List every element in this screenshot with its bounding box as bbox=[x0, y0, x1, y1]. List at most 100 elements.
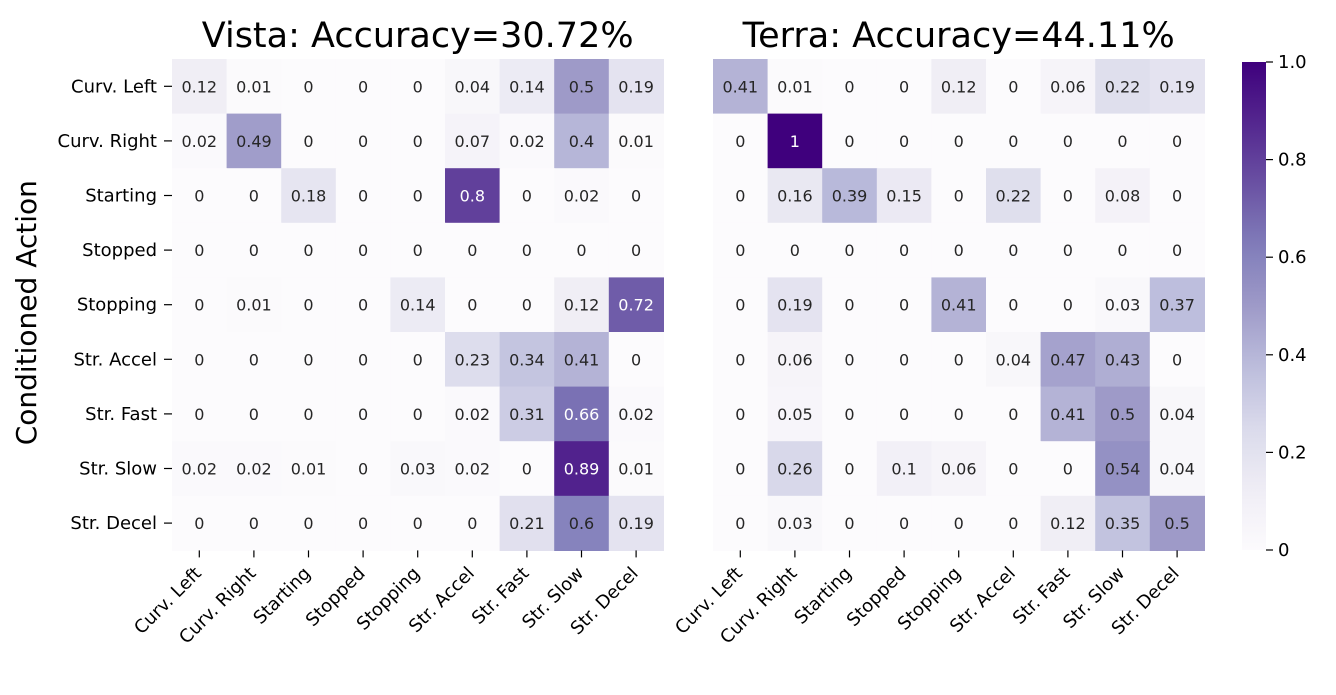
panel1-cell-r2-c0 bbox=[172, 168, 228, 224]
panel2-cell-label-r7-c4: 0.06 bbox=[941, 460, 977, 479]
panel1-cell-r6-c4 bbox=[390, 386, 446, 442]
panel1-cell-label-r4-c2: 0 bbox=[303, 296, 313, 315]
panel1-cell-label-r3-c6: 0 bbox=[522, 241, 532, 260]
panel2-cell-label-r7-c6: 0 bbox=[1063, 460, 1073, 479]
panel1-cell-r7-c1 bbox=[226, 441, 282, 497]
panel1-ytick-label-starting: Starting bbox=[85, 186, 157, 207]
panel1-cell-label-r7-c0: 0.02 bbox=[181, 460, 217, 479]
panel2-cell-label-r7-c3: 0.1 bbox=[891, 460, 916, 479]
panel1-cell-r3-c2 bbox=[281, 222, 337, 278]
panel2-cell-r0-c1 bbox=[767, 59, 823, 115]
panel1-cell-r2-c2 bbox=[281, 168, 337, 224]
panel2-cell-r0-c2 bbox=[822, 59, 878, 115]
panel1-cell-r6-c0 bbox=[172, 386, 228, 442]
panel2-cell-r7-c6 bbox=[1040, 441, 1096, 497]
panel1-cell-r8-c8 bbox=[608, 495, 664, 551]
panel2-cell-r6-c6 bbox=[1040, 386, 1096, 442]
panel1-cell-label-r1-c2: 0 bbox=[303, 132, 313, 151]
panel2-cell-label-r8-c1: 0.03 bbox=[777, 514, 813, 533]
panel1-cell-r3-c6 bbox=[499, 222, 555, 278]
panel1-cell-label-r7-c4: 0.03 bbox=[400, 460, 436, 479]
panel2-cell-label-r1-c5: 0 bbox=[1008, 132, 1018, 151]
panel2-cell-label-r0-c2: 0 bbox=[844, 77, 854, 96]
panel1-cell-label-r5-c4: 0 bbox=[413, 350, 423, 369]
panel2-cell-r3-c3 bbox=[876, 222, 932, 278]
panel1-ytick-label-stopped: Stopped bbox=[82, 240, 157, 261]
panel2-cell-label-r4-c0: 0 bbox=[735, 296, 745, 315]
panel2-cell-label-r6-c4: 0 bbox=[954, 405, 964, 424]
panel1-cell-r1-c8 bbox=[608, 113, 664, 169]
panel1-cell-r5-c6 bbox=[499, 332, 555, 388]
panel1-cell-r0-c0 bbox=[172, 59, 228, 115]
panel1-cell-label-r7-c6: 0 bbox=[522, 460, 532, 479]
panel2-cell-r3-c0 bbox=[713, 222, 769, 278]
panel2-cell-label-r1-c3: 0 bbox=[899, 132, 909, 151]
panel2-cell-label-r2-c4: 0 bbox=[954, 187, 964, 206]
panel2-cell-label-r7-c7: 0.54 bbox=[1105, 460, 1141, 479]
panel1-cell-r7-c2 bbox=[281, 441, 337, 497]
panel2-cell-r3-c1 bbox=[767, 222, 823, 278]
panel2-cell-label-r5-c7: 0.43 bbox=[1105, 350, 1141, 369]
panel1-cell-r4-c6 bbox=[499, 277, 555, 333]
panel1-cell-label-r0-c3: 0 bbox=[358, 77, 368, 96]
panel2-cell-r8-c6 bbox=[1040, 495, 1096, 551]
panel1-cell-label-r2-c1: 0 bbox=[249, 187, 259, 206]
panel1-cell-r0-c6 bbox=[499, 59, 555, 115]
panel1-cell-label-r5-c7: 0.41 bbox=[564, 350, 600, 369]
panel2-cell-label-r4-c2: 0 bbox=[844, 296, 854, 315]
panel2-cell-r5-c1 bbox=[767, 332, 823, 388]
panel2-cell-r3-c7 bbox=[1095, 222, 1151, 278]
panel2-cell-r6-c2 bbox=[822, 386, 878, 442]
panel1-cell-label-r2-c5: 0.8 bbox=[460, 187, 485, 206]
panel1-cell-label-r0-c7: 0.5 bbox=[569, 77, 594, 96]
panel1-cell-label-r2-c2: 0.18 bbox=[291, 187, 327, 206]
panel2-cell-r4-c5 bbox=[986, 277, 1042, 333]
panel2-cell-label-r2-c0: 0 bbox=[735, 187, 745, 206]
panel1-cell-label-r3-c1: 0 bbox=[249, 241, 259, 260]
panel1-cell-label-r3-c5: 0 bbox=[467, 241, 477, 260]
panel2-cell-r4-c3 bbox=[876, 277, 932, 333]
panel1-cell-label-r4-c7: 0.12 bbox=[564, 296, 600, 315]
panel1-cell-r6-c8 bbox=[608, 386, 664, 442]
panel2-cell-r0-c6 bbox=[1040, 59, 1096, 115]
panel1-cell-r5-c3 bbox=[335, 332, 391, 388]
panel1-cell-label-r6-c7: 0.66 bbox=[564, 405, 600, 424]
panel1-cell-r1-c0 bbox=[172, 113, 228, 169]
panel1-cell-r8-c0 bbox=[172, 495, 228, 551]
panel2-cell-label-r8-c6: 0.12 bbox=[1050, 514, 1086, 533]
panel2-cell-r7-c4 bbox=[931, 441, 987, 497]
panel2-cell-label-r3-c5: 0 bbox=[1008, 241, 1018, 260]
panel2-cell-label-r2-c7: 0.08 bbox=[1105, 187, 1141, 206]
panel2-cell-label-r4-c4: 0.41 bbox=[941, 296, 977, 315]
panel1-cell-r4-c3 bbox=[335, 277, 391, 333]
panel1-cell-r2-c4 bbox=[390, 168, 446, 224]
panel2-cell-label-r3-c1: 0 bbox=[790, 241, 800, 260]
panel1-cell-label-r2-c7: 0.02 bbox=[564, 187, 600, 206]
panel2-cell-label-r5-c8: 0 bbox=[1172, 350, 1182, 369]
panel2-cell-label-r0-c6: 0.06 bbox=[1050, 77, 1086, 96]
panel1-cell-label-r6-c1: 0 bbox=[249, 405, 259, 424]
panel1-cell-r6-c3 bbox=[335, 386, 391, 442]
panel1-cell-label-r6-c8: 0.02 bbox=[618, 405, 654, 424]
panel2-cell-r1-c0 bbox=[713, 113, 769, 169]
panel1-title: Vista: Accuracy=30.72% bbox=[202, 16, 634, 56]
panel1-cell-r8-c6 bbox=[499, 495, 555, 551]
panel1-cell-r3-c4 bbox=[390, 222, 446, 278]
panel2-cell-r4-c0 bbox=[713, 277, 769, 333]
panel2-cell-label-r8-c2: 0 bbox=[844, 514, 854, 533]
panel1-cell-label-r0-c5: 0.04 bbox=[454, 77, 490, 96]
panel1-cell-label-r5-c6: 0.34 bbox=[509, 350, 545, 369]
panel1-cell-label-r6-c4: 0 bbox=[413, 405, 423, 424]
panel2-cell-r7-c8 bbox=[1149, 441, 1205, 497]
panel1-cell-r1-c4 bbox=[390, 113, 446, 169]
panel1-cell-r0-c2 bbox=[281, 59, 337, 115]
panel2-cell-label-r8-c4: 0 bbox=[954, 514, 964, 533]
panel2-cell-label-r3-c2: 0 bbox=[844, 241, 854, 260]
panel1-cell-r7-c8 bbox=[608, 441, 664, 497]
panel1-cell-r2-c7 bbox=[554, 168, 610, 224]
panel2-cell-r5-c4 bbox=[931, 332, 987, 388]
panel2-cell-r8-c4 bbox=[931, 495, 987, 551]
panel1-cell-r4-c1 bbox=[226, 277, 282, 333]
panel2-cell-label-r6-c3: 0 bbox=[899, 405, 909, 424]
panel1-cell-label-r8-c6: 0.21 bbox=[509, 514, 545, 533]
